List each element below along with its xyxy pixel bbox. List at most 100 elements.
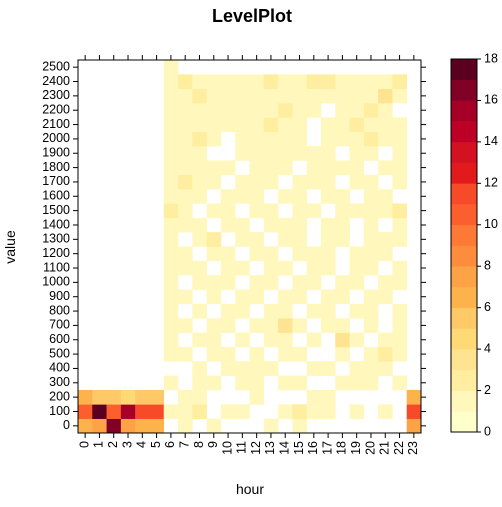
colorbar-tick-label: 10: [484, 217, 498, 231]
heatmap-cell: [335, 289, 350, 305]
y-tick-label: 700: [49, 318, 70, 332]
heatmap-cell: [249, 203, 265, 219]
heatmap-cell: [320, 74, 336, 89]
colorbar-frame: [450, 58, 478, 433]
colorbar-segment: [451, 79, 477, 101]
heatmap-cell: [220, 103, 236, 118]
heatmap-cell: [235, 260, 250, 276]
heatmap-cell: [163, 103, 179, 118]
colorbar-segment: [451, 141, 477, 163]
heatmap-cell: [335, 375, 350, 391]
heatmap-cell: [178, 131, 193, 147]
heatmap-cell: [235, 375, 250, 391]
heatmap-cell: [335, 74, 350, 89]
heatmap-cell: [363, 189, 379, 204]
heatmap-cell: [392, 117, 408, 133]
heatmap-cell: [363, 289, 379, 305]
colorbar-tick-label: 4: [484, 341, 491, 355]
y-tick-label: 1500: [42, 203, 70, 217]
heatmap-cell: [163, 404, 179, 419]
heatmap-cell: [192, 332, 207, 348]
chart-title: LevelPlot: [212, 6, 292, 26]
colorbar-tick-label: 6: [484, 300, 491, 314]
heatmap-cell: [178, 160, 193, 176]
x-tick-label: 2: [106, 441, 120, 448]
heatmap-cell: [278, 318, 293, 333]
heatmap-cell: [178, 174, 193, 190]
heatmap-cell: [163, 131, 179, 147]
y-tick-label: 400: [49, 361, 70, 375]
heatmap-cell: [163, 275, 179, 290]
heatmap-cell: [278, 332, 293, 348]
heatmap-cell: [392, 332, 408, 348]
heatmap-cell: [335, 131, 350, 147]
x-tick-label: 8: [192, 441, 206, 448]
heatmap-cell: [249, 74, 265, 89]
heatmap-cell: [406, 389, 422, 405]
y-tick-label: 1700: [42, 174, 70, 188]
heatmap-cell: [192, 117, 207, 133]
heatmap-cell: [235, 232, 250, 247]
heatmap-cell: [192, 361, 207, 376]
x-tick-label: 5: [149, 441, 163, 448]
heatmap-cell: [320, 174, 336, 190]
heatmap-cell: [263, 146, 279, 161]
heatmap-cell: [363, 361, 379, 376]
heatmap-cell: [392, 260, 408, 276]
heatmap-cell: [278, 74, 293, 89]
heatmap-cell: [163, 375, 179, 391]
x-tick-label: 22: [392, 441, 406, 455]
heatmap-cell: [363, 346, 379, 362]
heatmap-cell: [306, 303, 322, 319]
heatmap-cell: [206, 332, 222, 348]
heatmap-cell: [320, 260, 336, 276]
heatmap-cell: [220, 246, 236, 262]
heatmap-cell: [349, 375, 365, 391]
heatmap-cell: [378, 189, 393, 204]
heatmap-cell: [292, 74, 307, 89]
heatmap-cell: [306, 74, 322, 89]
heatmap-cell: [335, 232, 350, 247]
heatmap-cell: [320, 318, 336, 333]
heatmap-cell: [306, 174, 322, 190]
heatmap-cell: [192, 189, 207, 204]
colorbar-segment: [451, 286, 477, 308]
heatmap-cells: [78, 60, 422, 434]
heatmap-cell: [306, 260, 322, 276]
heatmap-cell: [320, 160, 336, 176]
colorbar-segment: [451, 224, 477, 246]
heatmap-cell: [363, 303, 379, 319]
heatmap-cell: [178, 189, 193, 204]
colorbar-segment: [451, 307, 477, 329]
heatmap-cell: [178, 404, 193, 419]
heatmap-cell: [249, 131, 265, 147]
heatmap-cell: [363, 203, 379, 219]
heatmap-cell: [263, 246, 279, 262]
heatmap-cell: [206, 174, 222, 190]
heatmap-cell: [349, 174, 365, 190]
heatmap-cell: [392, 74, 408, 89]
heatmap-cell: [349, 203, 365, 219]
heatmap-cell: [163, 117, 179, 133]
heatmap-cell: [349, 404, 365, 419]
colorbar-segment: [451, 121, 477, 143]
heatmap-cell: [235, 404, 250, 419]
y-tick-label: 200: [49, 389, 70, 403]
heatmap-cell: [392, 232, 408, 247]
heatmap-cell: [135, 389, 150, 405]
heatmap-cell: [349, 332, 365, 348]
heatmap-cell: [206, 74, 222, 89]
heatmap-cell: [378, 117, 393, 133]
heatmap-cell: [278, 217, 293, 233]
heatmap-cell: [249, 189, 265, 204]
heatmap-cell: [178, 117, 193, 133]
heatmap-cell: [263, 318, 279, 333]
heatmap-cell: [349, 88, 365, 104]
heatmap-cell: [178, 418, 193, 434]
heatmap-cell: [378, 103, 393, 118]
x-tick-label: 21: [378, 441, 392, 455]
heatmap-cell: [306, 275, 322, 290]
x-tick-label: 18: [335, 441, 349, 455]
heatmap-cell: [263, 275, 279, 290]
heatmap-cell: [92, 418, 107, 434]
